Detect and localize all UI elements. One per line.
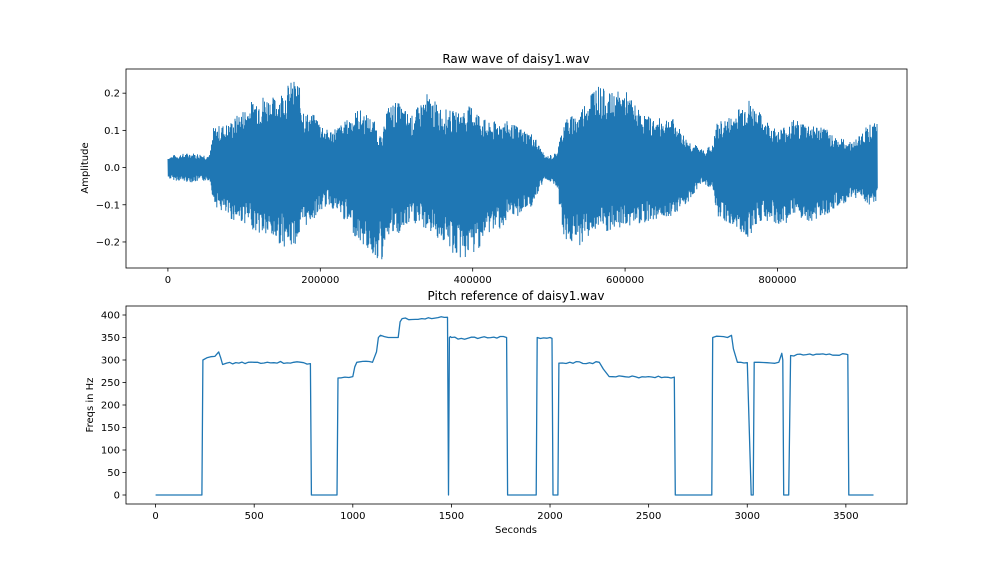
- raw-wave-xtick-label: 200000: [301, 275, 339, 286]
- raw-wave-panel: Raw wave of daisy1.wav Amplitude 0 200000…: [80, 52, 908, 286]
- raw-wave-series-line: [167, 81, 878, 260]
- pitch-ytick-label: 250: [101, 378, 120, 389]
- pitch-ytick-label: 400: [101, 311, 120, 322]
- pitch-ytick-label: 300: [101, 356, 120, 367]
- raw-wave-ytick-label: −0.2: [96, 237, 120, 248]
- pitch-ytick-label: 100: [101, 446, 120, 457]
- pitch-ytick-label: 150: [101, 423, 120, 434]
- raw-wave-xtick-label: 800000: [758, 275, 796, 286]
- raw-wave-xtick-label: 0: [165, 275, 171, 286]
- pitch-xtick-label: 3000: [735, 511, 760, 522]
- pitch-ytick-label: 0: [114, 491, 120, 502]
- pitch-axes-frame: [125, 305, 908, 505]
- pitch-x-axis: 0 500 1000 1500 2000 2500 3000 3500: [152, 504, 859, 522]
- raw-wave-y-axis: −0.2 −0.1 0.0 0.1 0.2: [96, 89, 126, 248]
- raw-wave-x-axis: 0 200000 400000 600000 800000: [165, 268, 797, 286]
- pitch-ytick-label: 50: [107, 468, 120, 479]
- pitch-ytick-label: 350: [101, 333, 120, 344]
- pitch-xtick-label: 2500: [636, 511, 661, 522]
- pitch-xtick-label: 2000: [537, 511, 562, 522]
- pitch-xtick-label: 0: [152, 511, 158, 522]
- raw-wave-xtick-label: 600000: [606, 275, 644, 286]
- raw-wave-ytick-label: 0.0: [104, 163, 120, 174]
- pitch-panel: Pitch reference of daisy1.wav Seconds Fr…: [85, 289, 908, 536]
- raw-wave-ytick-label: 0.2: [104, 89, 120, 100]
- pitch-xtick-label: 1500: [439, 511, 464, 522]
- raw-wave-ytick-label: 0.1: [104, 126, 120, 137]
- raw-wave-title: Raw wave of daisy1.wav: [442, 52, 589, 66]
- pitch-series-line: [155, 316, 874, 496]
- pitch-ylabel: Freqs in Hz: [85, 378, 96, 433]
- pitch-xtick-label: 1000: [340, 511, 365, 522]
- pitch-xtick-label: 3500: [833, 511, 858, 522]
- pitch-xlabel: Seconds: [495, 525, 537, 536]
- pitch-y-axis: 0 50 100 150 200 250 300 350 400: [101, 311, 126, 502]
- raw-wave-ylabel: Amplitude: [80, 142, 91, 193]
- pitch-title: Pitch reference of daisy1.wav: [428, 289, 605, 303]
- pitch-xtick-label: 500: [245, 511, 264, 522]
- raw-wave-axes-frame: [125, 68, 908, 269]
- raw-wave-ytick-label: −0.1: [96, 200, 120, 211]
- pitch-plot-area: [155, 316, 874, 496]
- raw-wave-xtick-label: 400000: [454, 275, 492, 286]
- pitch-ytick-label: 200: [101, 401, 120, 412]
- raw-wave-plot-area: [167, 81, 878, 260]
